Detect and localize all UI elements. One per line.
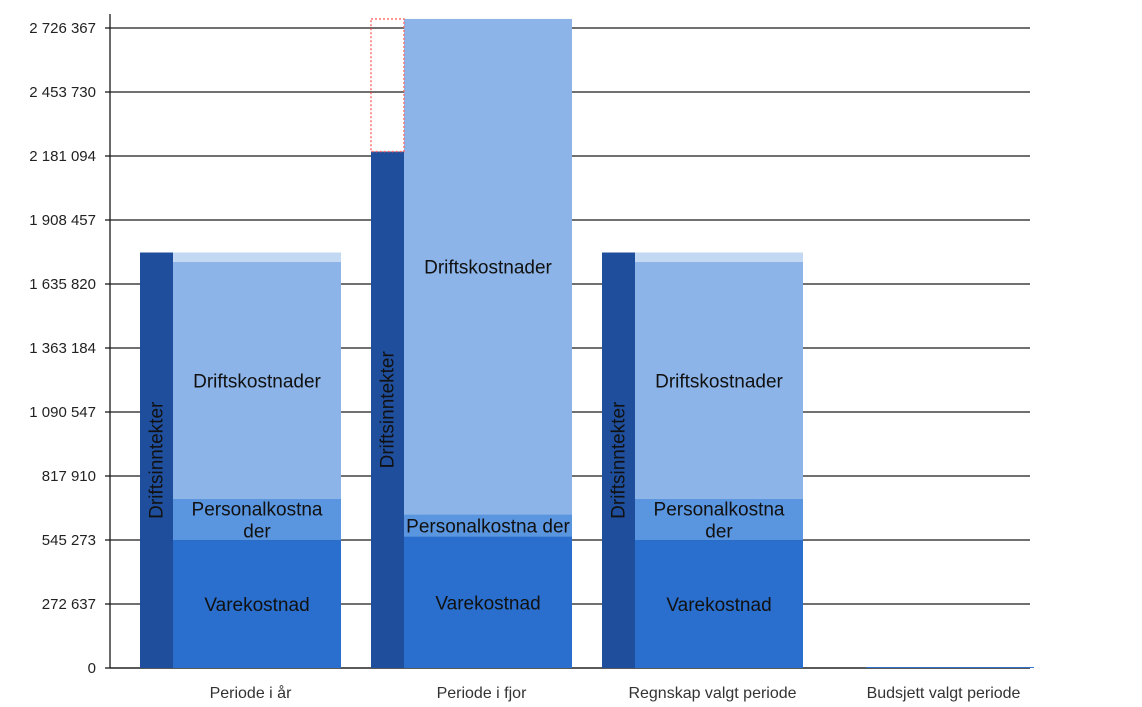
y-tick-label: 272 637	[42, 596, 96, 613]
y-tick-label: 545 273	[42, 532, 96, 549]
segment-labels: Driftsinntekter Varekostnad Personalkostna…	[147, 258, 785, 616]
label-driftskostnader: Driftskostnader	[424, 258, 552, 279]
y-tick-label: 2 726 367	[29, 20, 96, 37]
label-varekostnad: Varekostnad	[666, 595, 771, 616]
label-driftskostnader: Driftskostnader	[655, 371, 783, 392]
x-category-label: Periode i år	[210, 684, 292, 702]
label-personalkostnader: Personalkostna	[654, 500, 785, 521]
bar-personalkostnader	[173, 498, 341, 541]
x-axis-categories: Periode i år Periode i fjor Regnskap valgt…	[210, 684, 1021, 702]
bar-personalkostnader	[635, 498, 803, 541]
bar-driftsinntekter	[602, 252, 635, 668]
bar-driftskostnader	[635, 261, 803, 499]
label-personalkostnader: der	[705, 522, 733, 543]
x-category-label: Budsjett valgt periode	[867, 685, 1021, 702]
x-category-label: Regnskap valgt periode	[628, 685, 796, 702]
x-category-label: Periode i fjor	[437, 685, 527, 702]
bar-varekostnad	[635, 540, 803, 668]
bar-resultat-negative	[370, 18, 405, 153]
bar-resultat	[173, 252, 341, 262]
y-tick-label: 1 908 457	[29, 212, 96, 229]
bars	[140, 18, 1034, 668]
label-driftskostnader: Driftskostnader	[193, 371, 321, 392]
y-tick-label: 2 181 094	[29, 148, 96, 165]
label-varekostnad: Varekostnad	[435, 593, 540, 614]
y-tick-label: 1 635 820	[29, 276, 96, 293]
bar-resultat	[635, 252, 803, 262]
y-tick-label: 2 453 730	[29, 84, 96, 101]
bar-varekostnad	[404, 536, 572, 668]
y-axis-ticks: 0 272 637 545 273 817 910 1 090 547 1 363 184…	[29, 20, 110, 677]
label-varekostnad: Varekostnad	[204, 595, 309, 616]
label-driftsinntekter: Driftsinntekter	[147, 401, 168, 519]
bar-varekostnad	[866, 667, 1034, 668]
y-tick-label: 1 090 547	[29, 404, 96, 421]
y-tick-label: 1 363 184	[29, 340, 96, 357]
bar-driftskostnader	[404, 18, 572, 515]
bar-driftsinntekter	[140, 252, 173, 668]
bar-personalkostnader	[404, 514, 572, 537]
bar-driftskostnader	[173, 261, 341, 499]
bar-varekostnad	[173, 540, 341, 668]
label-driftsinntekter: Driftsinntekter	[378, 351, 399, 469]
bar-driftsinntekter	[371, 151, 404, 668]
label-personalkostnader: Personalkostna	[192, 500, 323, 521]
y-tick-label: 0	[88, 660, 96, 677]
label-personalkostnader: Personalkostna der	[406, 516, 570, 537]
label-personalkostnader: der	[243, 522, 271, 543]
y-tick-label: 817 910	[42, 468, 96, 485]
label-driftsinntekter: Driftsinntekter	[609, 401, 630, 519]
